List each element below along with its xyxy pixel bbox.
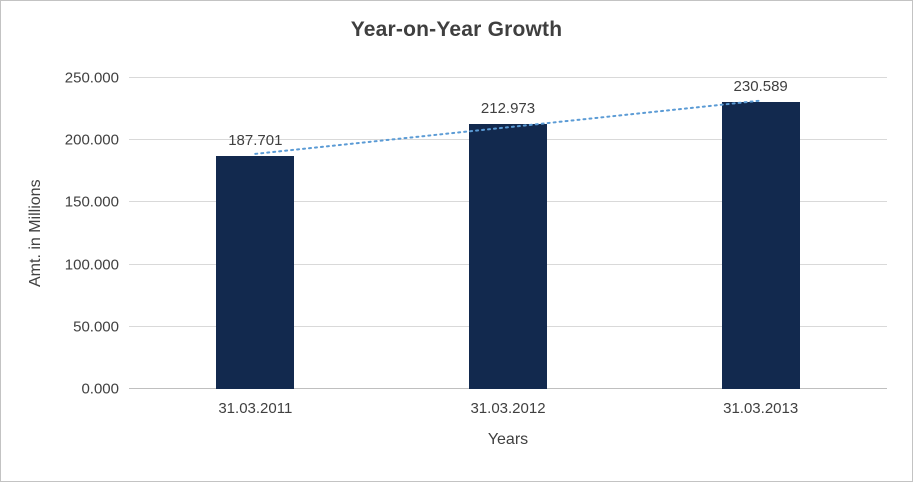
x-axis: 31.03.2011 31.03.2012 31.03.2013 xyxy=(129,400,887,420)
data-label: 212.973 xyxy=(480,100,536,118)
x-tick-label: 31.03.2011 xyxy=(218,400,293,417)
y-tick-label: 250.000 xyxy=(64,69,119,87)
plot-area: 187.701 212.973 230.589 xyxy=(129,77,887,389)
bar xyxy=(469,124,547,389)
x-tick-label: 31.03.2013 xyxy=(723,400,799,417)
data-label: 230.589 xyxy=(733,78,788,96)
y-tick-label: 100.000 xyxy=(64,256,119,274)
x-axis-title: Years xyxy=(487,431,529,448)
bar-layer: 187.701 212.973 230.589 xyxy=(129,78,887,389)
gridline xyxy=(129,77,887,78)
y-tick-label: 0.000 xyxy=(81,380,119,398)
y-tick-label: 200.000 xyxy=(64,131,119,149)
bar xyxy=(216,155,295,389)
y-tick-label: 50.000 xyxy=(73,318,119,336)
y-tick-label: 150.000 xyxy=(64,193,119,211)
y-axis: 0.000 50.000 100.000 150.000 200.000 250.000 xyxy=(1,70,119,398)
chart-title: Year-on-Year Growth xyxy=(350,18,563,41)
x-tick-label: 31.03.2012 xyxy=(470,400,546,417)
data-label: 187.701 xyxy=(228,131,283,149)
bar xyxy=(721,102,800,389)
